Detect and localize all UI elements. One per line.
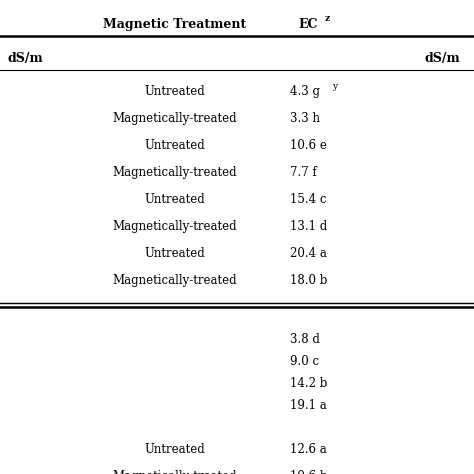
Text: 12.6 a: 12.6 a xyxy=(290,443,327,456)
Text: 10.6 e: 10.6 e xyxy=(290,139,327,152)
Text: Untreated: Untreated xyxy=(145,193,205,206)
Text: 9.0 c: 9.0 c xyxy=(290,355,319,368)
Text: 4.3 g: 4.3 g xyxy=(290,85,320,98)
Text: 15.4 c: 15.4 c xyxy=(290,193,327,206)
Text: Magnetically-treated: Magnetically-treated xyxy=(113,220,237,233)
Text: 18.0 b: 18.0 b xyxy=(290,274,328,287)
Text: Magnetically-treated: Magnetically-treated xyxy=(113,274,237,287)
Text: 13.1 d: 13.1 d xyxy=(290,220,327,233)
Text: EC: EC xyxy=(298,18,318,31)
Text: Untreated: Untreated xyxy=(145,443,205,456)
Text: z: z xyxy=(325,14,330,23)
Text: 7.7 f: 7.7 f xyxy=(290,166,317,179)
Text: 14.2 b: 14.2 b xyxy=(290,377,328,390)
Text: Untreated: Untreated xyxy=(145,139,205,152)
Text: y: y xyxy=(332,82,337,91)
Text: 3.3 h: 3.3 h xyxy=(290,112,320,125)
Text: 3.8 d: 3.8 d xyxy=(290,333,320,346)
Text: Magnetically-treated: Magnetically-treated xyxy=(113,112,237,125)
Text: dS/m: dS/m xyxy=(8,52,44,65)
Text: Untreated: Untreated xyxy=(145,247,205,260)
Text: 10.6 b: 10.6 b xyxy=(290,470,328,474)
Text: Magnetically-treated: Magnetically-treated xyxy=(113,470,237,474)
Text: 20.4 a: 20.4 a xyxy=(290,247,327,260)
Text: 19.1 a: 19.1 a xyxy=(290,399,327,412)
Text: dS/m: dS/m xyxy=(424,52,460,65)
Text: Magnetic Treatment: Magnetic Treatment xyxy=(103,18,246,31)
Text: Untreated: Untreated xyxy=(145,85,205,98)
Text: Magnetically-treated: Magnetically-treated xyxy=(113,166,237,179)
